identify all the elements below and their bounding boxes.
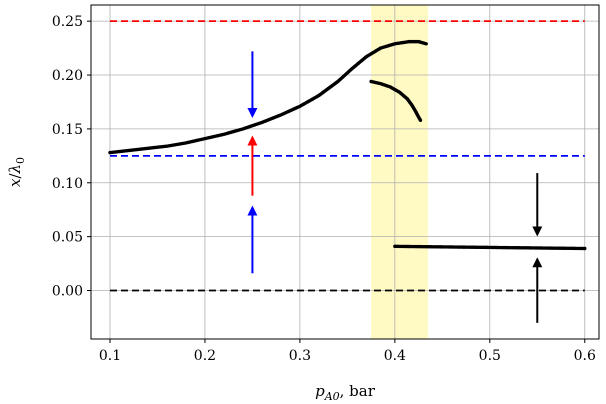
- shaded-region-layer: [371, 5, 429, 339]
- y-axis-label-slash: /: [6, 173, 24, 179]
- x-axis-label-sub: A0: [324, 390, 340, 403]
- y-axis-label: x/λ0: [6, 157, 27, 187]
- x-tick-label-1: 0.2: [194, 348, 216, 364]
- reference-lines-layer: [109, 20, 585, 292]
- y-tick-label-3: 0.15: [52, 122, 83, 138]
- series-0-point-236: [424, 42, 428, 46]
- y-tick-label-0: 0.00: [52, 284, 83, 300]
- x-tick-label-0: 0.1: [99, 348, 121, 364]
- y-axis-label-sub: 0: [14, 157, 27, 164]
- y-tick-label-5: 0.25: [52, 14, 83, 30]
- ticks-layer: 0.1 0.2 0.3 0.4 0.5 0.6 0.00 0.05 0.10 0.15 0.20 0.…: [52, 14, 596, 364]
- x-tick-label-3: 0.4: [384, 348, 406, 364]
- y-tick-label-2: 0.10: [52, 176, 83, 192]
- x-tick-label-2: 0.3: [289, 348, 311, 364]
- series-1: [369, 79, 423, 122]
- x-axis-label-var: p: [315, 382, 325, 400]
- plot-background: [91, 5, 599, 339]
- shaded-region: [371, 5, 429, 339]
- x-tick-label-4: 0.5: [479, 348, 501, 364]
- grid-layer: [91, 5, 599, 339]
- series-1-point-48: [418, 118, 423, 122]
- series-0: [108, 39, 428, 155]
- series-layer: [108, 39, 587, 251]
- arrows-layer: [247, 51, 543, 323]
- y-axis-label-num: x: [6, 178, 24, 187]
- y-tick-label-4: 0.20: [52, 68, 83, 84]
- x-tick-label-5: 0.6: [574, 348, 596, 364]
- x-axis-label-unit: , bar: [340, 382, 376, 400]
- y-tick-label-1: 0.05: [52, 230, 83, 246]
- y-axis-label-den: λ: [6, 164, 24, 175]
- series-2: [393, 244, 587, 251]
- x-axis-label: pA0, bar: [315, 382, 376, 403]
- plot-frame: [90, 4, 600, 340]
- series-2-point-128: [583, 246, 587, 251]
